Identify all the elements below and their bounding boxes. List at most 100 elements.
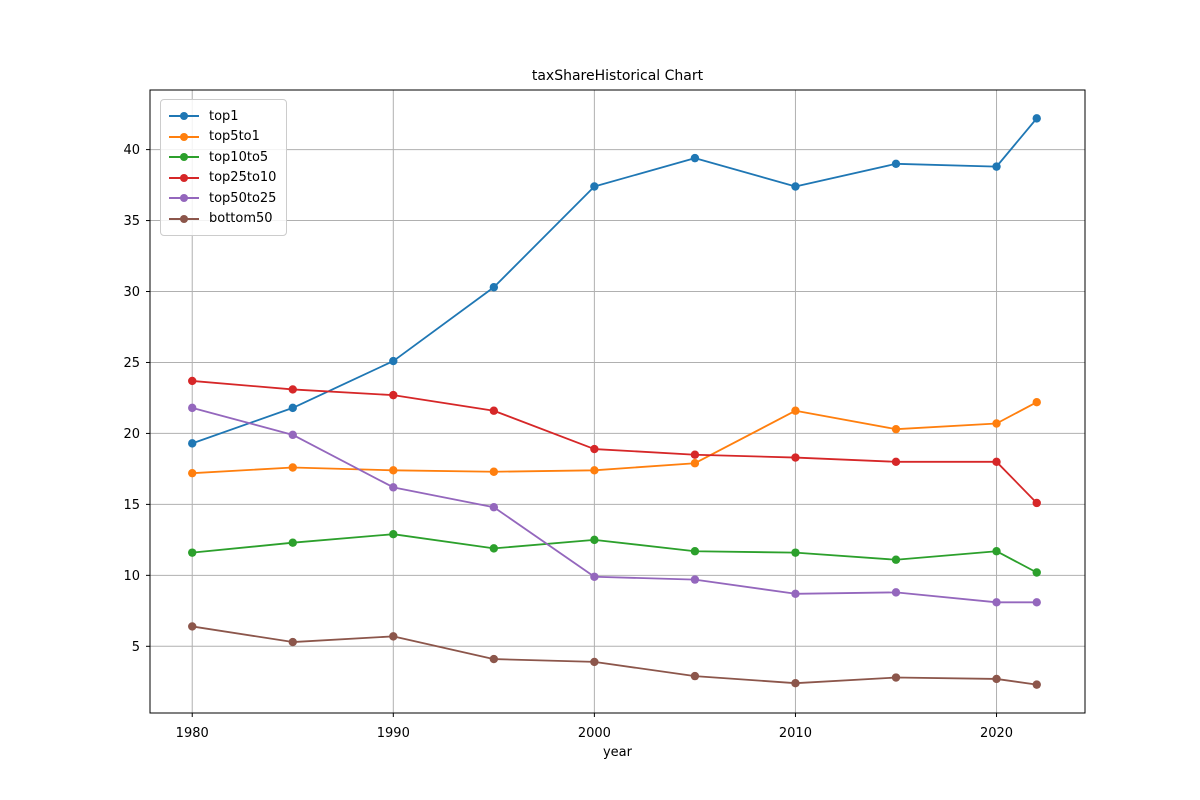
data-point-top1 [1032, 114, 1041, 123]
data-point-top50to25 [188, 403, 197, 413]
legend-item-label: top50to25 [209, 190, 277, 206]
data-point-top10to5 [288, 538, 297, 547]
data-point-top5to1 [389, 466, 398, 475]
legend-swatch-dot [180, 132, 188, 141]
legend-swatch-line [169, 173, 199, 182]
legend-item-label: bottom50 [209, 211, 273, 227]
y-tick-label: 5 [132, 640, 140, 655]
legend-item-label: top1 [209, 108, 239, 124]
legend-item-top5to1: top5to1 [169, 127, 276, 148]
data-point-top25to10 [1032, 498, 1041, 508]
data-point-top50to25 [1032, 598, 1041, 607]
y-tick-label: 20 [123, 427, 140, 442]
x-tick-label: 2000 [578, 726, 611, 741]
legend-swatch-line [169, 214, 199, 223]
chart-title: taxShareHistorical Chart [531, 68, 704, 84]
series-line-top50to25 [191, 407, 1037, 604]
data-point-top50to25 [891, 588, 901, 597]
data-point-top10to5 [489, 544, 499, 553]
y-tick-label: 15 [123, 498, 140, 513]
data-point-top1 [891, 159, 901, 168]
data-point-top25to10 [489, 406, 499, 415]
legend-swatch-dot [180, 112, 188, 121]
data-point-top25to10 [891, 457, 901, 467]
data-point-bottom50 [389, 632, 398, 641]
x-tick-label: 2010 [779, 726, 812, 741]
legend-item-top50to25: top50to25 [169, 188, 276, 209]
y-tick-label: 35 [123, 214, 140, 229]
legend-item-top1: top1 [169, 106, 276, 127]
data-point-top1 [288, 403, 297, 413]
data-point-top5to1 [690, 459, 700, 468]
legend: top1 top5to1 top10to5 top25to10 top50to25 bot… [160, 99, 288, 236]
data-point-bottom50 [1032, 680, 1041, 689]
series-line-bottom50 [192, 625, 1037, 686]
data-point-top10to5 [891, 555, 901, 564]
data-point-top1 [690, 153, 700, 163]
data-point-top50to25 [690, 575, 700, 584]
data-point-bottom50 [489, 654, 499, 664]
data-point-bottom50 [590, 657, 599, 667]
data-point-top50to25 [992, 598, 1001, 607]
data-point-top1 [489, 283, 499, 292]
legend-swatch-dot [180, 214, 188, 223]
data-point-top25to10 [992, 457, 1001, 467]
data-point-top1 [188, 439, 197, 448]
legend-swatch-line [169, 153, 199, 162]
data-point-bottom50 [288, 637, 297, 647]
data-point-top50to25 [590, 572, 599, 581]
data-point-top25to10 [690, 450, 700, 459]
legend-item-label: top5to1 [209, 129, 260, 145]
data-point-top5to1 [1032, 398, 1041, 407]
axes-border [149, 89, 1086, 714]
data-point-top5to1 [891, 424, 901, 434]
data-point-top25to10 [288, 385, 297, 394]
x-tick-label: 1990 [377, 726, 410, 741]
data-point-top1 [992, 162, 1001, 171]
data-point-top50to25 [791, 589, 800, 598]
legend-item-label: top25to10 [209, 170, 277, 186]
data-point-top1 [590, 182, 599, 191]
y-tick-label: 40 [123, 143, 140, 158]
data-point-top10to5 [590, 535, 599, 545]
data-point-top10to5 [389, 529, 398, 539]
data-point-bottom50 [791, 678, 800, 688]
legend-swatch-line [169, 112, 199, 121]
data-point-top25to10 [590, 444, 599, 454]
data-point-top25to10 [389, 390, 398, 400]
data-point-top50to25 [489, 503, 499, 512]
data-point-top10to5 [992, 547, 1001, 556]
data-point-top50to25 [389, 483, 398, 492]
legend-item-top10to5: top10to5 [169, 147, 276, 168]
legend-swatch-line [169, 194, 199, 203]
data-point-bottom50 [992, 674, 1001, 684]
legend-swatch-dot [180, 153, 188, 162]
legend-item-bottom50: bottom50 [169, 209, 276, 230]
data-point-top10to5 [1032, 568, 1041, 577]
data-point-bottom50 [690, 671, 700, 681]
legend-swatch-dot [180, 173, 188, 182]
x-tick-label: 1980 [176, 726, 209, 741]
data-point-top1 [389, 356, 398, 366]
data-point-top25to10 [791, 453, 800, 462]
legend-item-label: top10to5 [209, 149, 269, 165]
data-point-top10to5 [791, 548, 800, 557]
data-point-top5to1 [791, 406, 800, 415]
data-point-top5to1 [288, 463, 297, 472]
data-point-top10to5 [188, 548, 197, 557]
series-line-top5to1 [192, 401, 1038, 475]
legend-item-top25to10: top25to10 [169, 168, 276, 189]
y-tick-label: 30 [123, 285, 140, 300]
x-axis-label: year [602, 745, 632, 760]
data-point-top1 [791, 182, 800, 191]
data-point-top5to1 [590, 466, 599, 475]
data-point-bottom50 [188, 622, 197, 631]
data-point-bottom50 [891, 673, 901, 682]
x-tick-label: 2020 [980, 726, 1013, 741]
data-point-top5to1 [992, 419, 1001, 428]
data-point-top5to1 [188, 468, 197, 478]
series-line-top1 [191, 117, 1038, 445]
data-point-top25to10 [188, 376, 197, 386]
